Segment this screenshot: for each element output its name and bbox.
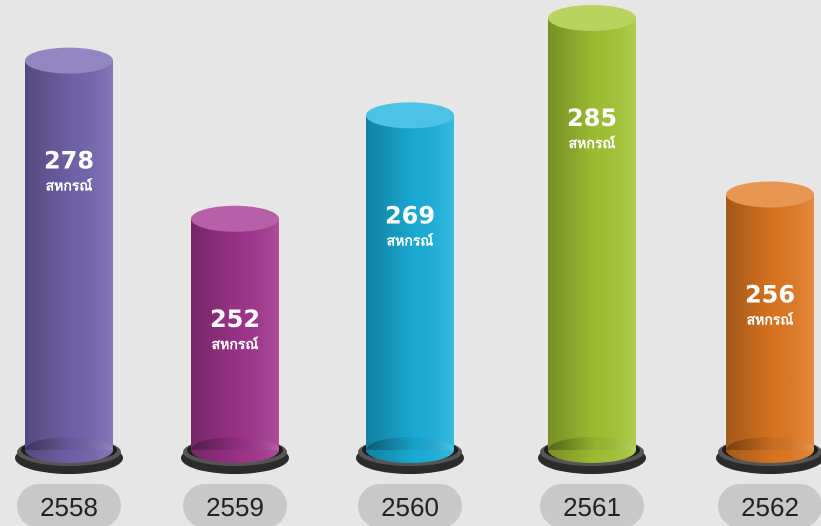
bar-bottom-shade — [191, 437, 279, 463]
bar-shade — [25, 60, 113, 450]
x-tick-label: 2560 — [381, 492, 439, 522]
bar-top — [548, 5, 636, 31]
x-tick-label: 2562 — [741, 492, 799, 522]
unit-label: สหกรณ์ — [569, 135, 616, 152]
bar-top — [366, 102, 454, 129]
value-label: 278 — [44, 147, 94, 175]
bar-bottom-shade — [25, 437, 113, 463]
bar-top-light — [366, 102, 454, 129]
year-pill — [183, 484, 287, 526]
year-pill — [17, 484, 121, 526]
bar-top — [191, 205, 279, 232]
unit-label: สหกรณ์ — [212, 336, 259, 353]
bar-bottom-shade — [366, 437, 454, 463]
value-label: 269 — [385, 201, 435, 229]
value-label: 256 — [745, 280, 795, 308]
year-pill — [718, 484, 821, 526]
bar-top-light — [548, 5, 636, 31]
bar-shade — [366, 115, 454, 450]
x-tick-label: 2558 — [40, 492, 98, 522]
x-tick-label: 2559 — [206, 492, 264, 522]
value-label: 285 — [567, 104, 617, 132]
unit-label: สหกรณ์ — [747, 311, 794, 328]
value-label: 252 — [210, 305, 260, 333]
x-tick-label: 2561 — [563, 492, 621, 522]
bar-bottom-shade — [548, 437, 636, 463]
bar-top-light — [25, 47, 113, 74]
bar-bottom-shade — [726, 437, 814, 463]
bar-shade — [191, 218, 279, 450]
unit-label: สหกรณ์ — [387, 232, 434, 249]
bar-shade — [726, 194, 814, 450]
year-pill — [358, 484, 462, 526]
bar-shade — [548, 18, 636, 450]
bar-top-light — [191, 205, 279, 232]
unit-label: สหกรณ์ — [46, 178, 93, 195]
year-pill — [540, 484, 644, 526]
bar-top — [726, 181, 814, 208]
bar-top — [25, 47, 113, 74]
bar-top-light — [726, 181, 814, 208]
